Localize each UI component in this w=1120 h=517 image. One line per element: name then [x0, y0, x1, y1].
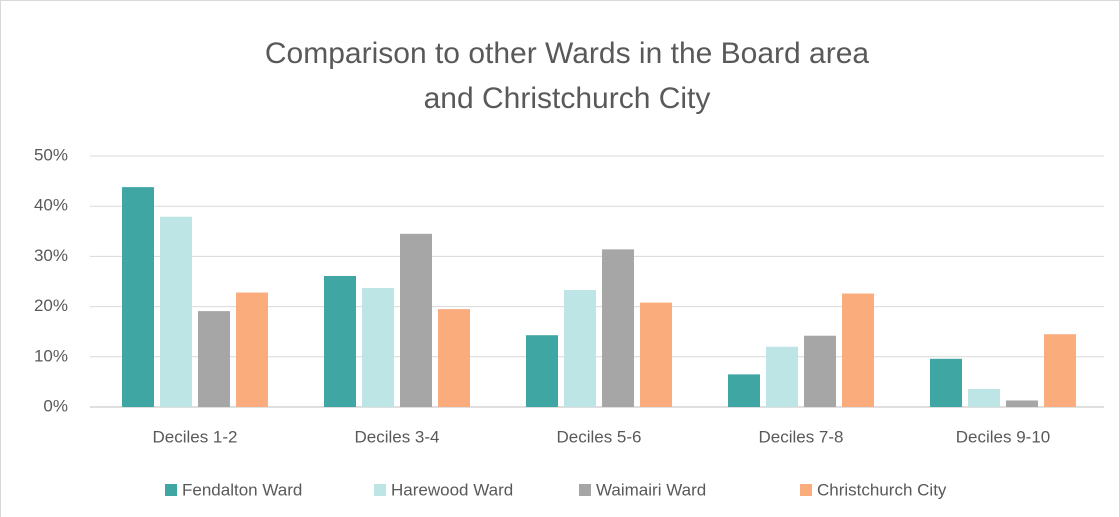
y-tick-label: 40%	[34, 196, 68, 215]
legend-label: Christchurch City	[817, 480, 947, 499]
bar	[766, 346, 798, 407]
y-tick-label: 50%	[34, 145, 68, 164]
y-tick-label: 0%	[43, 396, 68, 415]
bar	[930, 358, 962, 407]
bar	[198, 311, 230, 407]
chart-title: Comparison to other Wards in the Board a…	[265, 37, 870, 70]
bar	[804, 335, 836, 407]
bar	[236, 292, 268, 407]
bar	[160, 216, 192, 407]
x-tick-label: Deciles 3-4	[354, 427, 439, 446]
bar	[1044, 334, 1076, 407]
bar	[728, 374, 760, 407]
bar	[122, 187, 154, 407]
x-tick-label: Deciles 7-8	[758, 427, 843, 446]
y-tick-label: 20%	[34, 296, 68, 315]
legend-label: Harewood Ward	[391, 480, 513, 499]
bar	[526, 335, 558, 407]
legend-swatch	[374, 484, 386, 496]
bar	[842, 293, 874, 407]
bar	[400, 233, 432, 407]
bar	[968, 388, 1000, 407]
legend-label: Fendalton Ward	[182, 480, 302, 499]
x-tick-label: Deciles 9-10	[956, 427, 1051, 446]
x-tick-label: Deciles 1-2	[152, 427, 237, 446]
legend-swatch	[165, 484, 177, 496]
chart-title: and Christchurch City	[424, 82, 711, 115]
y-tick-label: 10%	[34, 346, 68, 365]
legend-label: Waimairi Ward	[596, 480, 706, 499]
y-tick-label: 30%	[34, 246, 68, 265]
bar	[362, 288, 394, 407]
bar	[324, 275, 356, 407]
x-tick-label: Deciles 5-6	[556, 427, 641, 446]
legend-swatch	[579, 484, 591, 496]
bar	[1006, 400, 1038, 407]
bar	[602, 249, 634, 407]
bar	[564, 290, 596, 407]
legend-swatch	[800, 484, 812, 496]
bar	[438, 309, 470, 407]
bar	[640, 302, 672, 407]
